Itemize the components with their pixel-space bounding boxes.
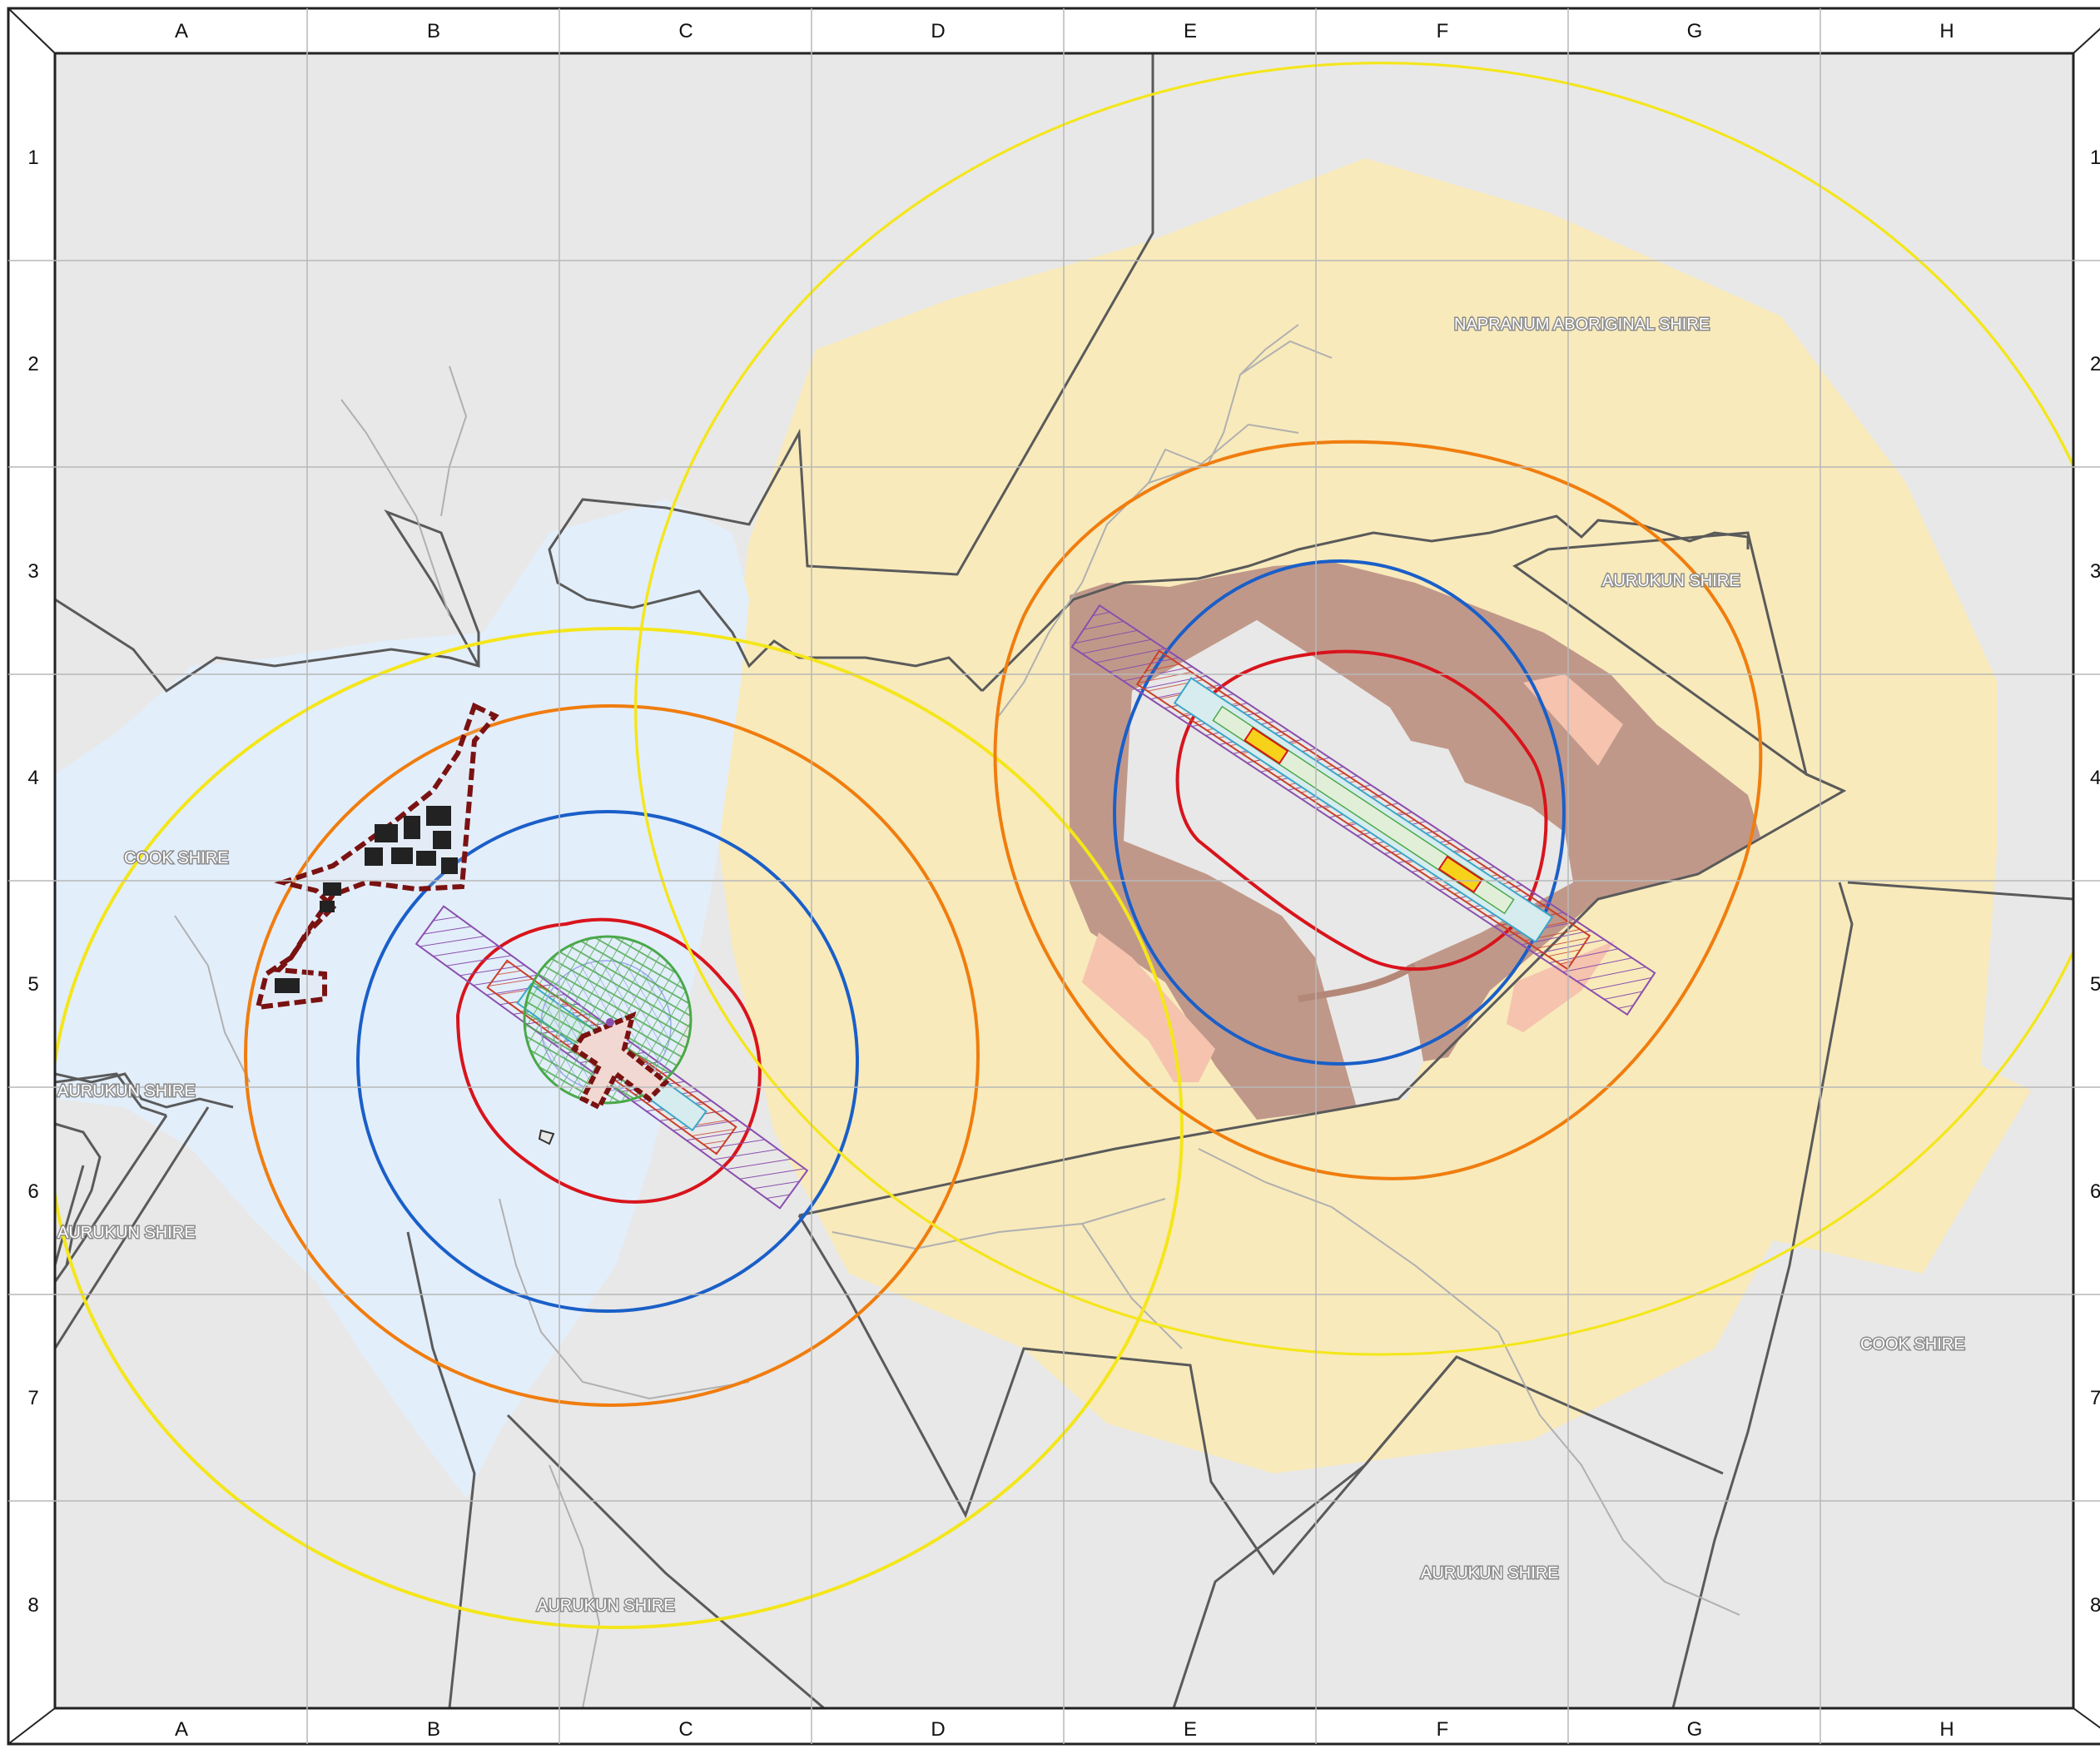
region-label-aurukun-w2: AURUKUN SHIRE <box>57 1224 196 1242</box>
region-label-aurukun-w1: AURUKUN SHIRE <box>57 1082 196 1101</box>
west-ring-yellow <box>55 627 1184 1629</box>
row-label-left: 5 <box>27 973 38 996</box>
town-buildings <box>275 806 458 993</box>
row-label-right: 6 <box>2090 1180 2100 1203</box>
col-label-top: D <box>931 20 945 42</box>
row-label-left: 3 <box>27 560 38 583</box>
small-island <box>538 1129 555 1145</box>
coastline <box>55 1072 234 1266</box>
pink-zone-ne <box>1523 674 1623 766</box>
west-ring-red <box>455 917 762 1204</box>
row-label-left: 8 <box>27 1594 38 1617</box>
row-label-right: 5 <box>2090 973 2100 996</box>
west-navaid <box>606 1018 614 1026</box>
col-label-top: B <box>427 20 440 42</box>
col-label-top: C <box>678 20 693 42</box>
row-label-right: 1 <box>2090 147 2100 169</box>
region-label-cook-w: COOK SHIRE <box>124 849 229 867</box>
column-labels-bottom: A B C D E F G H <box>175 1718 1954 1741</box>
east-ring-blue <box>1113 559 1566 1066</box>
shire-boundaries <box>55 53 2073 1708</box>
east-runway <box>1070 604 1656 1016</box>
east-airport-rings <box>634 62 2073 1356</box>
row-label-left: 1 <box>27 147 38 169</box>
col-label-bottom: C <box>678 1718 693 1741</box>
col-label-bottom: F <box>1437 1718 1449 1741</box>
column-labels-top: A B C D E F G H <box>175 20 1954 42</box>
row-labels-left: 1 2 3 4 5 6 7 8 <box>27 147 38 1617</box>
row-label-right: 3 <box>2090 560 2100 583</box>
region-label-aurukun-s1: AURUKUN SHIRE <box>1421 1564 1559 1583</box>
col-label-bottom: H <box>1939 1718 1954 1741</box>
row-label-left: 7 <box>27 1387 38 1409</box>
row-label-right: 8 <box>2090 1594 2100 1617</box>
grid-lines <box>8 8 2100 1744</box>
west-terminal <box>570 1011 670 1111</box>
col-label-top: A <box>175 20 188 42</box>
col-label-top: E <box>1184 20 1197 42</box>
row-label-right: 2 <box>2090 353 2100 375</box>
west-ring-orange <box>244 704 980 1407</box>
region-label-aurukun-s2: AURUKUN SHIRE <box>537 1597 675 1615</box>
east-ring-yellow <box>634 62 2073 1356</box>
pink-zone-nw <box>1082 932 1215 1082</box>
region-label-napranum: NAPRANUM ABORIGINAL SHIRE <box>1454 316 1710 334</box>
region-label-cook-e: COOK SHIRE <box>1860 1335 1965 1354</box>
row-label-left: 6 <box>27 1180 38 1203</box>
waterways <box>174 324 1740 1708</box>
row-labels-right: 1 2 3 4 5 6 7 8 <box>2090 147 2100 1617</box>
col-label-top: F <box>1437 20 1449 42</box>
region-labels: NAPRANUM ABORIGINAL SHIRE AURUKUN SHIRE … <box>57 315 1967 1617</box>
col-label-bottom: A <box>175 1718 188 1741</box>
row-label-right: 4 <box>2090 767 2100 789</box>
col-label-top: G <box>1687 20 1703 42</box>
row-label-left: 4 <box>27 767 38 789</box>
row-label-left: 2 <box>27 353 38 375</box>
access-road <box>1298 962 1417 1002</box>
col-label-bottom: D <box>931 1718 945 1741</box>
row-label-right: 7 <box>2090 1387 2100 1409</box>
region-label-aurukun-ne: AURUKUN SHIRE <box>1602 572 1740 590</box>
water-body <box>55 499 749 1498</box>
west-ring-blue <box>356 810 859 1313</box>
col-label-top: H <box>1939 20 1954 42</box>
east-ring-orange <box>993 440 1763 1180</box>
west-airport-rings <box>55 627 1184 1629</box>
col-label-bottom: G <box>1687 1718 1703 1741</box>
corner-marks <box>7 7 2100 1745</box>
col-label-bottom: E <box>1184 1718 1197 1741</box>
col-label-bottom: B <box>427 1718 440 1741</box>
